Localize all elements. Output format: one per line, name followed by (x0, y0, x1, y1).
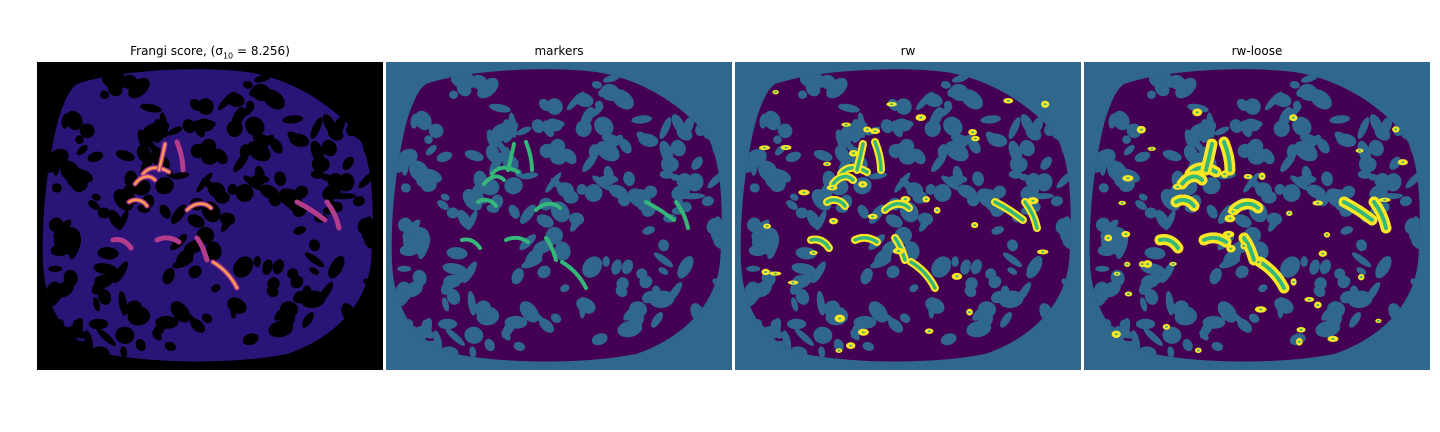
rw-loose-image (1084, 62, 1430, 370)
rw-image-panel (735, 62, 1081, 370)
frangi-title-sub: 10 (222, 51, 234, 61)
rw-loose-image-panel (1084, 62, 1430, 370)
vessel-labels (460, 140, 690, 290)
frangi-image-panel (37, 62, 383, 370)
rw-image (735, 62, 1081, 370)
panel-title-rw: rw (900, 44, 916, 58)
panel-title-markers: markers (534, 44, 584, 58)
frangi-title-tail: = 8.256) (233, 44, 290, 58)
vessel-response (110, 139, 342, 291)
panel-title-rw-loose: rw-loose (1231, 44, 1283, 58)
vessel-labels (1104, 108, 1408, 354)
frangi-title-main: Frangi score, (σ (130, 44, 223, 58)
markers-image (386, 62, 732, 370)
frangi-image (37, 62, 383, 370)
markers-image-panel (386, 62, 732, 370)
panel-title-frangi: Frangi score, (σ10 = 8.256) (37, 44, 383, 63)
vessel-labels (758, 89, 1050, 353)
